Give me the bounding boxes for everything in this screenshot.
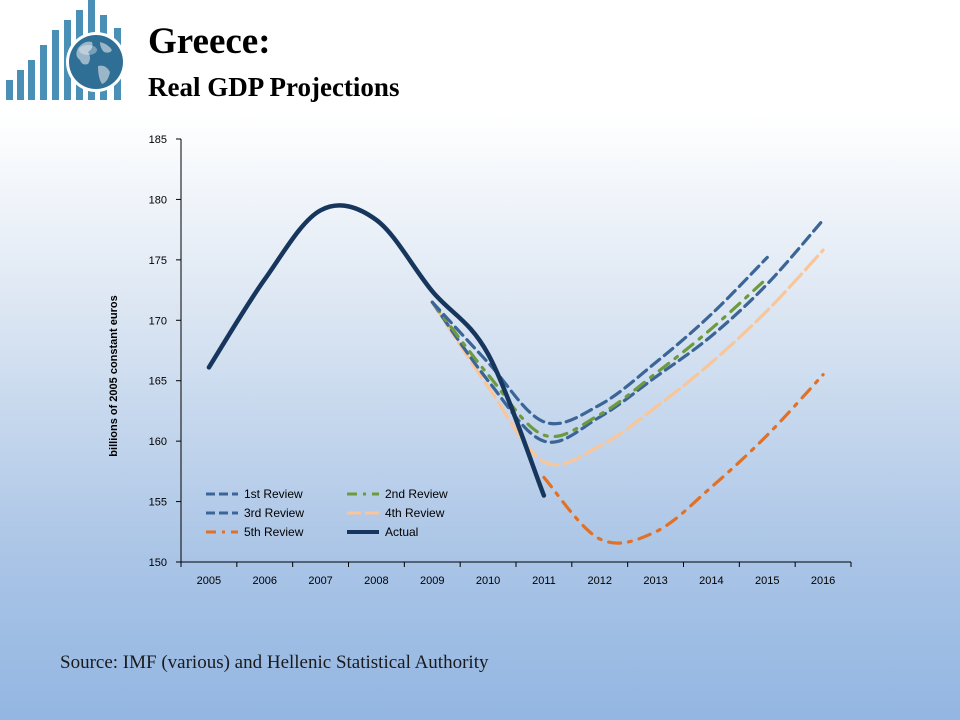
y-tick-label: 155	[149, 497, 167, 509]
y-axis-label: billions of 2005 constant euros	[108, 295, 120, 456]
x-tick-label: 2016	[811, 575, 835, 587]
series-line-2nd-review	[430, 276, 769, 439]
legend-label: 5th Review	[244, 525, 304, 539]
source-note: Source: IMF (various) and Hellenic Stati…	[60, 652, 489, 673]
y-tick-label: 160	[149, 436, 167, 448]
chart-legend: 1st Review 2nd Review 3rd Review 4th Review…	[206, 487, 448, 539]
legend-label: Actual	[385, 525, 418, 539]
series-line-4th-review	[430, 248, 825, 467]
legend-label: 1st Review	[244, 487, 303, 501]
x-tick-label: 2007	[308, 575, 332, 587]
x-tick-label: 2011	[532, 575, 556, 587]
logo-bar	[40, 45, 47, 100]
y-tick-label: 185	[149, 134, 167, 146]
logo-bar	[28, 60, 35, 100]
globe-shine	[79, 45, 97, 55]
chart-axes: 150 155 160 165 170 175 180 185 2005 2006 2007 2008…	[149, 134, 852, 587]
page-title: Greece:	[148, 21, 271, 62]
y-tick-label: 150	[149, 557, 167, 569]
series-line-1st-review	[430, 255, 769, 426]
x-tick-label: 2005	[197, 575, 221, 587]
x-tick-label: 2013	[643, 575, 667, 587]
logo-bar	[52, 30, 59, 100]
globe-continents	[76, 41, 112, 84]
logo-bar	[17, 70, 24, 100]
x-tick-label: 2014	[699, 575, 723, 587]
legend-label: 3rd Review	[244, 506, 304, 520]
series-line-actual	[206, 203, 547, 498]
series-line-5th-review	[542, 373, 825, 545]
x-tick-label: 2015	[755, 575, 779, 587]
y-tick-label: 180	[149, 194, 167, 206]
y-tick-label: 165	[149, 376, 167, 388]
legend-label: 4th Review	[385, 506, 445, 520]
y-tick-label: 170	[149, 315, 167, 327]
x-tick-label: 2010	[476, 575, 500, 587]
page-subtitle: Real GDP Projections	[148, 72, 400, 102]
series-line-3rd-review	[430, 218, 825, 444]
globe-logo	[6, 0, 126, 100]
chart-series-layer	[206, 203, 825, 545]
x-tick-label: 2012	[588, 575, 612, 587]
x-tick-label: 2006	[253, 575, 277, 587]
legend-label: 2nd Review	[385, 487, 448, 501]
x-tick-label: 2008	[364, 575, 388, 587]
logo-bar	[6, 80, 13, 100]
y-tick-label: 175	[149, 255, 167, 267]
x-tick-label: 2009	[420, 575, 444, 587]
